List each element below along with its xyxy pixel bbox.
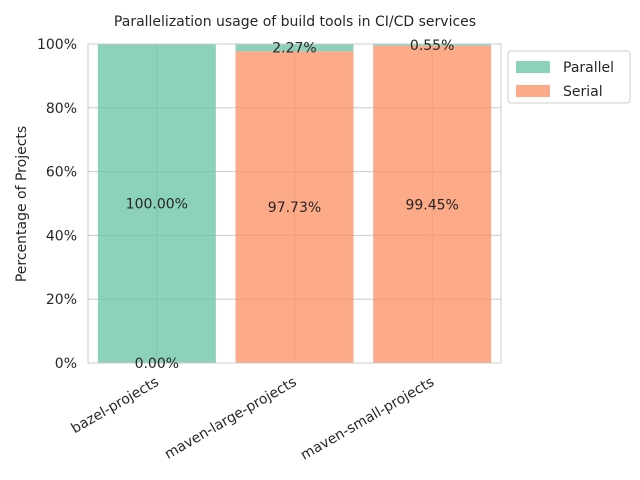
- legend-label-parallel: Parallel: [563, 60, 614, 76]
- y-tick-label-1: 20%: [46, 292, 77, 308]
- bar-bazel-projects-parallel: [97, 44, 216, 363]
- bar-labels: 0.00% 100.00% 97.73% 2.27% 99.45% 0.55%: [126, 38, 459, 372]
- y-tick-label-5: 100%: [37, 37, 77, 53]
- y-axis-label: Percentage of Projects: [14, 126, 30, 282]
- y-tick-label-4: 80%: [46, 101, 77, 117]
- bar-label-bazel-projects-parallel: 100.00%: [126, 197, 188, 213]
- bar-label-maven-small-projects-serial: 99.45%: [405, 197, 458, 213]
- bar-label-maven-large-projects-parallel: 2.27%: [272, 41, 316, 57]
- plot-frame: [87, 43, 502, 364]
- y-tick-label-0: 0%: [55, 356, 77, 372]
- x-tick-label-maven-small-projects: maven-small-projects: [298, 374, 437, 463]
- y-tick-label-2: 40%: [46, 228, 77, 244]
- legend-swatch-parallel: [516, 61, 550, 73]
- x-tick-label-maven-large-projects: maven-large-projects: [162, 374, 299, 463]
- bar-maven-large-projects-parallel: [235, 44, 354, 52]
- y-tick-label-3: 60%: [46, 165, 77, 181]
- bar-label-maven-large-projects-serial: 97.73%: [268, 200, 321, 216]
- legend-label-serial: Serial: [563, 84, 603, 100]
- bar-maven-small-projects-parallel: [373, 44, 492, 46]
- plot-area-border: [87, 43, 502, 364]
- bar-maven-small-projects-serial: [373, 45, 492, 363]
- bars: [97, 44, 492, 363]
- bar-label-bazel-projects-serial: 0.00%: [135, 356, 179, 372]
- legend-swatch-serial: [516, 85, 550, 97]
- x-tick-label-bazel-projects: bazel-projects: [69, 374, 162, 437]
- legend: Parallel Serial: [507, 50, 631, 104]
- bar-label-maven-small-projects-parallel: 0.55%: [410, 38, 454, 54]
- bar-maven-large-projects-serial: [235, 51, 354, 363]
- chart-title: Parallelization usage of build tools in …: [114, 14, 476, 30]
